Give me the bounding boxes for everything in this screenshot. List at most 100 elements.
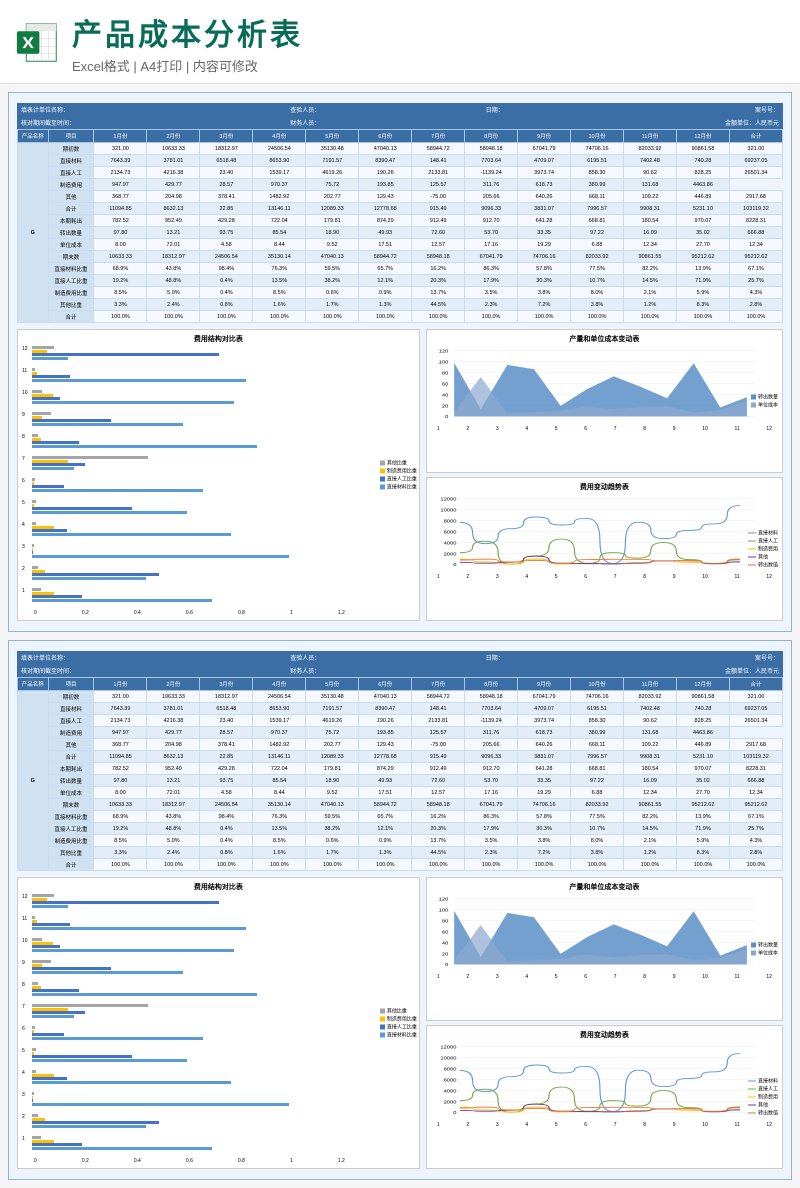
data-cell: 43.8%: [147, 263, 200, 275]
table-row: 直接材料7643.393781.016518.488653.907191.578…: [18, 155, 783, 167]
data-cell: 25.7%: [729, 275, 782, 287]
data-cell: 97.22: [571, 227, 624, 239]
data-cell: 429.77: [147, 727, 200, 739]
data-cell: 429.77: [147, 179, 200, 191]
data-cell: 12.34: [624, 787, 677, 799]
right-charts: 产量和单位成本变动表120100806040200123456789101112…: [426, 877, 783, 1169]
svg-text:0: 0: [453, 1111, 456, 1116]
hbar-group: 5: [22, 1048, 415, 1067]
data-cell: 100.0%: [624, 859, 677, 871]
data-cell: -75.00: [412, 191, 465, 203]
data-cell: 8632.13: [147, 751, 200, 763]
data-cell: 10633.33: [94, 799, 147, 811]
data-cell: 179.81: [306, 215, 359, 227]
data-cell: 67041.79: [518, 143, 571, 155]
svg-text:4000: 4000: [443, 541, 456, 546]
data-cell: 3973.74: [518, 167, 571, 179]
svg-text:8000: 8000: [443, 519, 456, 524]
data-cell: 11094.85: [94, 203, 147, 215]
data-cell: 13146.11: [253, 203, 306, 215]
data-cell: 8228.31: [729, 215, 782, 227]
data-cell: 75.72: [306, 179, 359, 191]
data-cell: 68.9%: [94, 811, 147, 823]
data-cell: 67041.79: [465, 799, 518, 811]
data-cell: 6195.51: [571, 703, 624, 715]
data-cell: 0.9%: [359, 287, 412, 299]
data-cell: 6.88: [571, 239, 624, 251]
data-cell: 95212.62: [729, 799, 782, 811]
hbar-group: 4: [22, 522, 415, 541]
hbar-group: 11: [22, 368, 415, 387]
data-cell: 666.88: [729, 775, 782, 787]
data-cell: 321.00: [729, 691, 782, 703]
data-cell: 10633.33: [147, 143, 200, 155]
table-row: 直接材料比重68.9%43.8%98.4%76.3%59.5%65.7%16.2…: [18, 811, 783, 823]
data-cell: 8.5%: [253, 287, 306, 299]
data-cell: 10633.33: [147, 691, 200, 703]
table-row: 制造费用947.97429.7728.57970.3775.72193.8512…: [18, 727, 783, 739]
data-cell: 912.70: [465, 215, 518, 227]
data-cell: 429.28: [200, 215, 253, 227]
cost-table: 产品名称项目1月份2月份3月份4月份5月份6月份7月份8月份9月份10月份11月…: [17, 677, 783, 871]
data-cell: 33.35: [518, 775, 571, 787]
area-legend: 转出数量单位成本: [751, 941, 778, 958]
hbar-group: 2: [22, 1114, 415, 1133]
data-cell: 27.70: [676, 787, 729, 799]
hbar-group: 1: [22, 1136, 415, 1155]
data-cell: 58944.72: [359, 799, 412, 811]
data-cell: 6518.48: [200, 155, 253, 167]
data-cell: 23.40: [200, 167, 253, 179]
info-bar-top: 填表计单位名称：查验人员：日期：案号号：: [17, 103, 783, 116]
data-cell: 38.2%: [306, 275, 359, 287]
data-cell: 7643.39: [94, 155, 147, 167]
data-cell: 53.70: [465, 227, 518, 239]
data-cell: 100.0%: [147, 311, 200, 323]
data-cell: 668.81: [571, 215, 624, 227]
data-cell: 71.9%: [676, 275, 729, 287]
data-cell: 131.68: [624, 727, 677, 739]
table-row: 直接材料比重68.9%43.8%98.4%76.3%59.5%65.7%16.2…: [18, 263, 783, 275]
table-row: 单位成本8.0072.014.588.449.5217.5112.5717.16…: [18, 239, 783, 251]
data-cell: 67.1%: [729, 263, 782, 275]
data-cell: 202.77: [306, 739, 359, 751]
data-cell: 7.2%: [518, 847, 571, 859]
data-cell: 1.7%: [306, 847, 359, 859]
data-cell: 180.54: [624, 215, 677, 227]
data-cell: 321.00: [94, 691, 147, 703]
data-cell: 100.0%: [253, 311, 306, 323]
data-cell: 446.89: [676, 739, 729, 751]
svg-text:6000: 6000: [443, 1078, 456, 1083]
data-cell: 9.52: [306, 787, 359, 799]
row-label: 其他: [48, 739, 94, 751]
row-label: 本期耗出: [48, 763, 94, 775]
data-cell: 4216.38: [147, 167, 200, 179]
data-cell: 93.75: [200, 227, 253, 239]
data-cell: 13.21: [147, 227, 200, 239]
data-cell: 100.0%: [94, 311, 147, 323]
hbar-group: 2: [22, 566, 415, 585]
data-cell: 49.93: [359, 227, 412, 239]
data-cell: 8.00: [94, 239, 147, 251]
data-cell: 58948.18: [465, 143, 518, 155]
hbar-group: 6: [22, 478, 415, 497]
svg-text:12000: 12000: [440, 497, 456, 502]
data-cell: 2.3%: [465, 299, 518, 311]
data-cell: 618.73: [518, 179, 571, 191]
data-cell: 3831.07: [518, 203, 571, 215]
table-row: 制造费用947.97429.7728.57970.3775.72193.8512…: [18, 179, 783, 191]
data-cell: 3.3%: [94, 847, 147, 859]
data-cell: 8.44: [253, 239, 306, 251]
data-cell: 8228.31: [729, 763, 782, 775]
data-cell: 69237.05: [729, 703, 782, 715]
data-cell: 18312.97: [147, 251, 200, 263]
data-cell: 35130.14: [253, 251, 306, 263]
data-cell: 311.76: [465, 179, 518, 191]
data-cell: 2917.68: [729, 191, 782, 203]
data-cell: 67041.79: [518, 691, 571, 703]
svg-text:2000: 2000: [443, 552, 456, 557]
svg-text:20: 20: [442, 952, 449, 957]
data-cell: 970.37: [253, 179, 306, 191]
svg-text:60: 60: [442, 382, 449, 387]
data-cell: 0.6%: [306, 287, 359, 299]
table-row: 直接人工比重19.2%48.8%0.4%13.5%38.2%12.1%20.3%…: [18, 275, 783, 287]
